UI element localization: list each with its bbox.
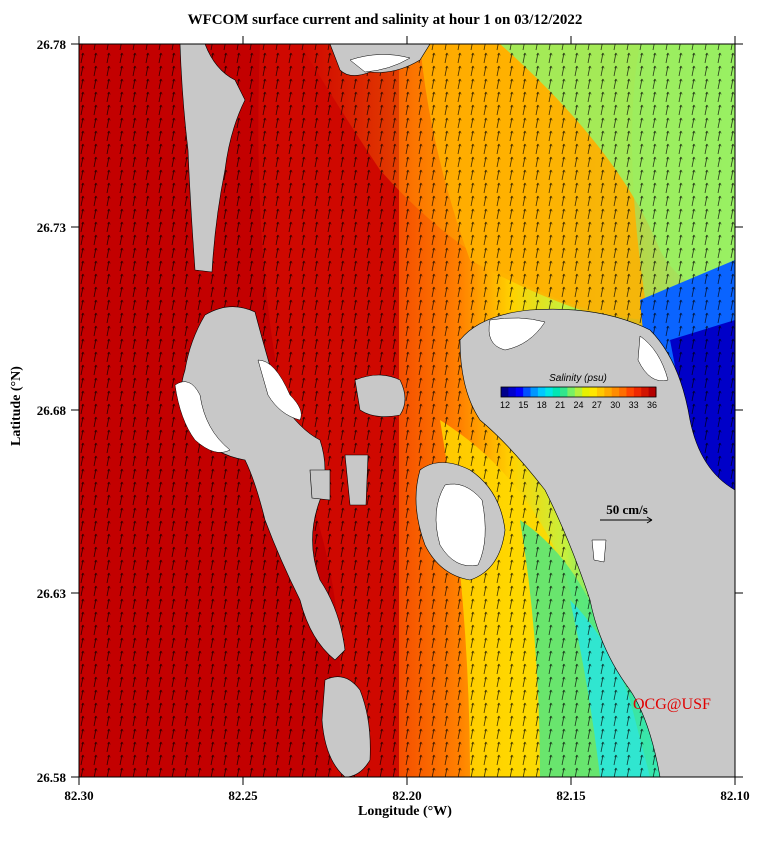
colorbar-swatch bbox=[567, 387, 576, 397]
colorbar-label: 36 bbox=[647, 400, 657, 410]
colorbar-label: 21 bbox=[555, 400, 565, 410]
colorbar-label: 18 bbox=[537, 400, 547, 410]
colorbar-swatch bbox=[648, 387, 657, 397]
colorbar-label: 24 bbox=[573, 400, 583, 410]
y-tick-labels: 26.78 26.73 26.68 26.63 26.58 bbox=[37, 37, 67, 785]
colorbar-swatch bbox=[501, 387, 509, 397]
colorbar-title: Salinity (psu) bbox=[549, 373, 607, 384]
colorbar-swatches bbox=[501, 387, 657, 397]
colorbar-swatch bbox=[560, 387, 568, 397]
dry-areas bbox=[174, 54, 669, 567]
colorbar-swatch bbox=[619, 387, 627, 397]
colorbar-swatch bbox=[611, 387, 620, 397]
colorbar-swatch bbox=[633, 387, 642, 397]
y-tick-label: 26.78 bbox=[37, 37, 67, 52]
x-tick-label: 82.25 bbox=[228, 788, 258, 803]
colorbar-label: 30 bbox=[610, 400, 620, 410]
x-tick-label: 82.20 bbox=[392, 788, 421, 803]
credit-label: OCG@USF bbox=[633, 696, 711, 713]
colorbar-swatch bbox=[530, 387, 539, 397]
colorbar-swatch bbox=[552, 387, 561, 397]
vector-scale-label: 50 cm/s bbox=[606, 502, 648, 517]
colorbar-frame bbox=[500, 386, 657, 398]
tick-marks bbox=[71, 36, 743, 785]
x-tick-label: 82.10 bbox=[720, 788, 749, 803]
colorbar-swatch bbox=[596, 387, 605, 397]
colorbar-label: 33 bbox=[629, 400, 639, 410]
x-axis-label: Longitude (°W) bbox=[358, 804, 452, 819]
y-tick-label: 26.63 bbox=[37, 586, 67, 601]
colorbar-swatch bbox=[545, 387, 554, 397]
y-tick-label: 26.58 bbox=[37, 770, 67, 785]
colorbar-swatch bbox=[508, 387, 517, 397]
x-tick-labels: 82.30 82.25 82.20 82.15 82.10 bbox=[64, 788, 749, 803]
colorbar-swatch bbox=[515, 387, 524, 397]
colorbar-swatch bbox=[582, 387, 591, 397]
y-tick-label: 26.68 bbox=[37, 403, 67, 418]
colorbar-swatch bbox=[626, 387, 635, 397]
y-axis-label: Latitude (°N) bbox=[9, 366, 24, 446]
colorbar-label: 27 bbox=[592, 400, 602, 410]
colorbar-swatch bbox=[641, 387, 650, 397]
colorbar-labels: 12 15 18 21 24 27 30 33 36 bbox=[500, 400, 657, 410]
colorbar-swatch bbox=[604, 387, 613, 397]
colorbar-label: 12 bbox=[500, 400, 510, 410]
colorbar-label: 15 bbox=[518, 400, 528, 410]
vector-scale: 50 cm/s bbox=[600, 502, 653, 524]
colorbar-swatch bbox=[574, 387, 583, 397]
y-tick-label: 26.73 bbox=[37, 220, 67, 235]
colorbar-swatch bbox=[589, 387, 598, 397]
x-tick-label: 82.30 bbox=[64, 788, 93, 803]
x-tick-label: 82.15 bbox=[556, 788, 586, 803]
chart-title: WFCOM surface current and salinity at ho… bbox=[187, 12, 583, 28]
colorbar-swatch bbox=[523, 387, 532, 397]
salinity-colorbar: Salinity (psu) 12 15 18 21 24 27 30 33 36 bbox=[500, 373, 657, 410]
colorbar-swatch bbox=[537, 387, 546, 397]
